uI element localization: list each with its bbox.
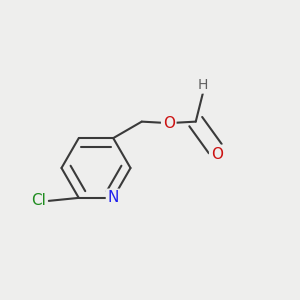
- Text: N: N: [108, 190, 119, 206]
- Text: O: O: [211, 146, 223, 161]
- Text: Cl: Cl: [31, 194, 46, 208]
- Text: H: H: [198, 78, 208, 92]
- Text: O: O: [163, 116, 175, 130]
